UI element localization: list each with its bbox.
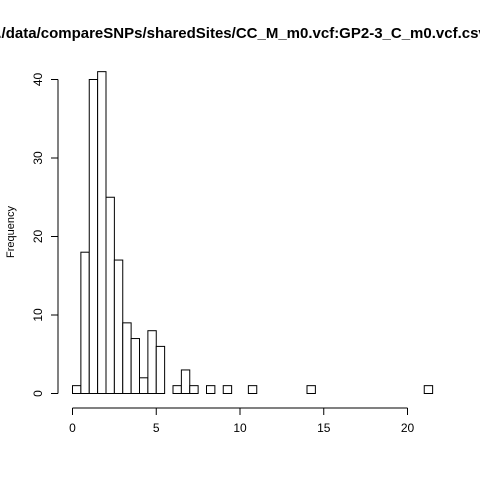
histogram-bar (147, 330, 157, 395)
histogram-bar (139, 377, 149, 394)
histogram-bar (105, 196, 115, 394)
histogram-bar (122, 322, 132, 395)
y-tick-label: 20 (31, 230, 45, 244)
histogram-bar (180, 369, 191, 395)
histogram-bar (189, 385, 199, 394)
x-tick-label: 15 (317, 421, 331, 435)
histogram-bar (88, 79, 99, 394)
chart-title: ../data/compareSNPs/sharedSites/CC_M_m0.… (0, 25, 480, 42)
y-tick-label: 30 (31, 151, 45, 165)
histogram-bar (222, 385, 233, 394)
y-axis: 0 10 20 30 40 (31, 73, 59, 397)
x-tick-label: 5 (153, 421, 160, 435)
histogram-bars (72, 71, 434, 395)
y-tick-label: 10 (31, 308, 45, 322)
histogram-bar (423, 385, 434, 394)
histogram-bar (72, 385, 82, 394)
histogram-bar (80, 251, 90, 394)
y-tick-label: 40 (31, 73, 45, 87)
histogram-bar (97, 71, 107, 395)
y-tick-label: 0 (31, 390, 45, 397)
y-axis-label: Frequency (5, 206, 17, 258)
histogram-bar (130, 338, 140, 394)
histogram-bar (155, 345, 166, 394)
x-tick-label: 20 (401, 421, 415, 435)
histogram-bar (247, 385, 258, 394)
x-tick-label: 0 (69, 421, 76, 435)
histogram-bar (206, 385, 216, 394)
x-tick-label: 10 (233, 421, 247, 435)
x-axis: 0 5 10 15 20 (69, 407, 415, 435)
histogram-bar (113, 259, 124, 394)
histogram-bar (172, 385, 182, 394)
histogram-bar (306, 385, 316, 394)
